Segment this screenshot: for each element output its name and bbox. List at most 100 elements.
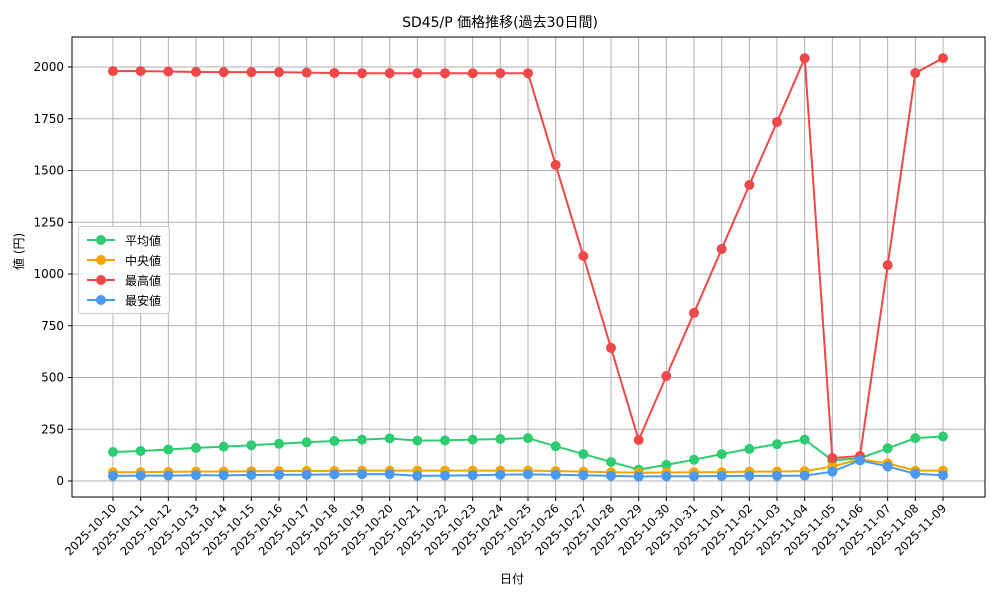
data-point-marker <box>329 68 340 79</box>
data-point-marker <box>882 461 893 472</box>
data-point-marker <box>495 433 506 444</box>
data-point-marker <box>689 471 699 482</box>
data-point-marker <box>578 250 589 261</box>
legend-marker-icon <box>87 255 115 265</box>
legend: 平均値 中央値 最高値 最安値 <box>78 226 170 314</box>
legend-label: 中央値 <box>125 253 162 268</box>
data-point-marker <box>357 68 367 79</box>
data-point-marker <box>246 67 257 78</box>
data-point-marker <box>440 435 450 446</box>
data-point-marker <box>412 435 423 446</box>
legend-label: 平均値 <box>125 233 162 248</box>
data-point-marker <box>578 470 589 481</box>
data-point-marker <box>523 68 533 79</box>
data-point-marker <box>218 470 229 481</box>
legend-marker-icon <box>87 275 115 285</box>
data-point-marker <box>274 469 284 480</box>
y-tick-label: 250 <box>41 422 64 436</box>
data-point-marker <box>135 66 146 77</box>
y-tick-label: 750 <box>41 319 64 333</box>
data-point-marker <box>744 470 755 481</box>
data-point-marker <box>716 449 727 460</box>
data-point-marker <box>606 470 616 481</box>
data-point-marker <box>772 470 782 481</box>
data-point-marker <box>744 443 755 454</box>
data-point-marker <box>523 469 533 480</box>
data-point-marker <box>329 469 340 480</box>
data-point-marker <box>301 437 312 448</box>
legend-item-average: 平均値 <box>79 230 169 250</box>
grid-lines <box>72 37 985 497</box>
data-point-marker <box>218 441 229 452</box>
data-point-marker <box>606 342 616 353</box>
data-point-marker <box>495 469 506 480</box>
x-axis-ticks: 2025-10-102025-10-112025-10-122025-10-13… <box>62 497 949 558</box>
legend-item-min: 最安値 <box>79 290 169 310</box>
data-point-marker <box>163 66 174 77</box>
data-point-marker <box>108 470 118 481</box>
data-point-marker <box>855 455 865 466</box>
y-axis-ticks: 0 250 500 750 1000 1250 1500 1750 2000 <box>33 60 72 488</box>
data-point-marker <box>882 443 893 454</box>
data-point-marker <box>550 159 561 170</box>
y-tick-label: 500 <box>41 371 64 385</box>
data-point-marker <box>163 444 174 455</box>
data-point-marker <box>661 471 672 482</box>
data-point-marker <box>744 179 755 190</box>
data-point-marker <box>716 471 727 482</box>
data-point-marker <box>191 470 201 481</box>
data-point-marker <box>274 438 284 449</box>
data-point-marker <box>827 453 838 464</box>
legend-marker-icon <box>87 295 115 305</box>
data-point-marker <box>827 466 838 477</box>
data-point-marker <box>910 468 921 479</box>
data-point-marker <box>384 433 395 444</box>
data-point-marker <box>689 307 699 318</box>
data-point-marker <box>108 447 118 458</box>
data-point-marker <box>495 68 506 79</box>
data-point-marker <box>578 449 589 460</box>
chart-title: SD45/P 価格推移(過去30日間) <box>402 15 598 31</box>
legend-item-median: 中央値 <box>79 250 169 270</box>
data-point-marker <box>301 67 312 78</box>
data-point-marker <box>938 431 948 442</box>
data-point-marker <box>799 53 810 64</box>
data-point-marker <box>357 469 367 480</box>
data-point-marker <box>661 371 672 382</box>
legend-label: 最高値 <box>125 273 162 288</box>
y-tick-label: 1500 <box>33 164 64 178</box>
data-point-marker <box>191 442 201 453</box>
data-point-marker <box>799 470 810 481</box>
data-point-marker <box>716 243 727 254</box>
y-tick-label: 1250 <box>33 215 64 229</box>
data-point-marker <box>772 117 782 128</box>
data-point-marker <box>910 433 921 444</box>
data-point-marker <box>357 434 367 445</box>
data-point-marker <box>191 66 201 77</box>
data-point-marker <box>274 67 284 78</box>
data-point-marker <box>467 470 478 481</box>
data-point-marker <box>329 436 340 447</box>
data-point-marker <box>440 470 450 481</box>
data-point-marker <box>246 469 257 480</box>
data-point-marker <box>550 441 561 452</box>
data-point-marker <box>246 440 257 451</box>
data-point-marker <box>606 456 616 467</box>
y-tick-label: 2000 <box>33 60 64 74</box>
data-point-marker <box>772 439 782 450</box>
data-point-marker <box>135 470 146 481</box>
data-point-marker <box>467 68 478 79</box>
y-tick-label: 0 <box>56 474 64 488</box>
data-point-marker <box>384 68 395 79</box>
data-point-marker <box>135 445 146 456</box>
data-point-marker <box>882 260 893 271</box>
data-point-marker <box>633 435 644 446</box>
data-point-marker <box>163 470 174 481</box>
data-point-marker <box>108 66 118 77</box>
series-lines <box>108 53 948 482</box>
legend-label: 最安値 <box>125 293 162 308</box>
data-point-marker <box>218 67 229 78</box>
data-point-marker <box>523 433 533 444</box>
data-point-marker <box>633 471 644 482</box>
